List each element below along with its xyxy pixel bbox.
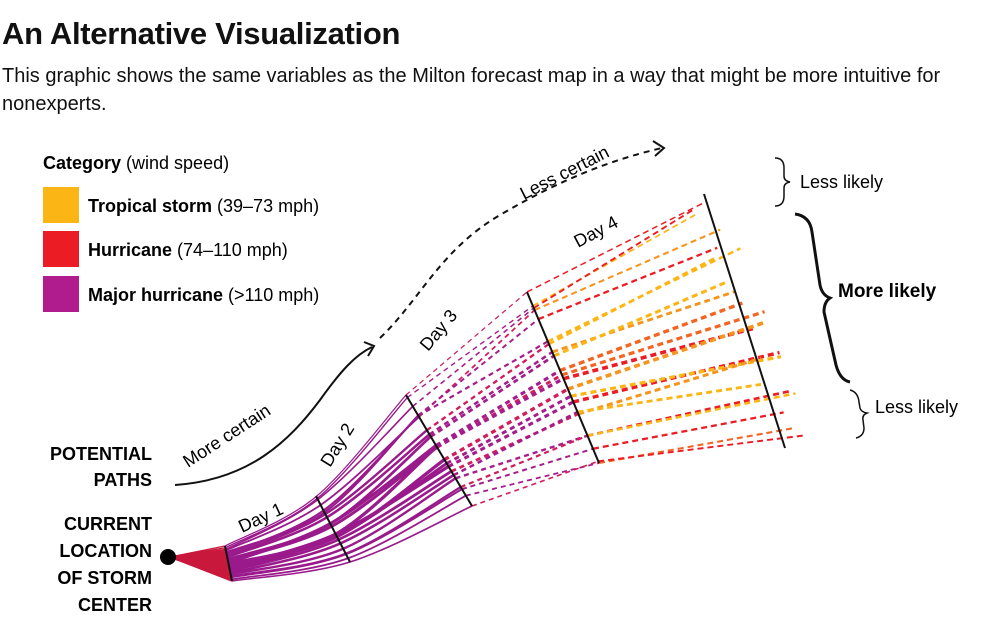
legend-label: Hurricane [88,240,172,260]
current-location-label-line: CENTER [78,595,152,615]
page-subtitle: This graphic shows the same variables as… [2,65,941,115]
left-labels: POTENTIAL PATHS CURRENT LOCATION OF STOR… [50,444,152,615]
more-certain-label: More certain [179,400,274,471]
current-location-label-line: LOCATION [59,541,152,561]
less-likely-bottom-bracket [849,389,870,439]
path-segment-day-4 [405,291,528,396]
potential-paths-label-line: PATHS [94,470,152,490]
path-segment-day-4 [426,343,550,432]
path-segment-day-4 [417,318,540,417]
legend-label: Major hurricane [88,285,223,305]
path-segment-day-5 [553,280,729,358]
page-title: An Alternative Visualization [2,16,401,51]
path-segment-day-5 [567,320,767,391]
legend-range: (>110 mph) [223,285,319,305]
less-likely-top-label: Less likely [800,172,883,192]
path-segment-day-5 [587,392,796,437]
legend-swatch-major-hurricane [43,276,79,312]
path-segment-day-4 [435,377,565,449]
path-segment-day-4 [465,462,600,497]
arrowhead-icon [652,140,666,157]
day-1-line [224,545,233,582]
legend-range: (39–73 mph) [212,196,319,216]
path-segment-day-5 [572,350,780,404]
more-likely-label: More likely [838,281,937,302]
path-segment-day-5 [551,290,736,354]
path-segment-day-4 [430,354,555,438]
path-segment-day-4 [428,350,553,436]
svg-text:Major hurricane (>110 mph): Major hurricane (>110 mph) [88,285,319,305]
svg-text:Category (wind speed): Category (wind speed) [43,153,229,173]
arrowhead-icon [363,341,376,357]
day-2-line [315,495,351,563]
less-likely-bottom-label: Less likely [875,397,958,417]
current-location-label-line: CURRENT [64,514,152,534]
path-segment-day-5 [533,208,694,309]
less-likely-top-bracket [774,157,791,207]
path-segment-day-4 [453,410,579,477]
path-segment-day-5 [548,255,718,346]
path-segment-day-4 [461,447,594,491]
path-segment-day-5 [561,310,766,377]
path-segment-day-4 [407,305,534,398]
storm-center-marker [160,549,176,565]
svg-text:Hurricane (74–110 mph): Hurricane (74–110 mph) [88,240,288,260]
path-segment-day-4 [450,412,579,473]
path-segment-day-4 [435,369,561,447]
less-certain-arrow [379,147,663,339]
day-lines [224,193,786,582]
day-5-line [703,193,786,449]
path-segment-day-5 [537,246,718,321]
path-segment-day-4 [443,387,569,462]
path-segment-day-4 [447,400,574,468]
path-segment-day-5 [563,326,754,381]
path-segment-day-4 [471,460,599,507]
path-segment-day-5 [547,247,741,343]
current-location-label-line: OF STORM [57,568,152,588]
path-segment-day-5 [534,228,721,312]
less-certain-label: Less certain [517,142,613,204]
path-segment-day-5 [587,389,790,437]
path-segment-day-5 [526,200,707,293]
day-4-line [526,291,600,464]
legend-swatch-hurricane [43,231,79,267]
path-segment-day-4 [460,434,588,489]
day-3-line [405,394,473,507]
path-segment-days-2-3 [231,505,473,582]
path-segment-day-5 [532,214,696,307]
legend-heading: Category [43,153,121,173]
legend-heading-note: (wind speed) [121,153,229,173]
path-segment-day-4 [412,307,535,407]
legend-range: (74–110 mph) [172,240,288,260]
day-4-label: Day 4 [570,212,621,252]
more-likely-bracket [794,212,851,384]
path-segment-day-4 [417,340,549,417]
path-segment-day-5 [592,411,784,450]
path-segment-day-5 [577,383,762,414]
legend-label: Tropical storm [88,196,212,216]
day-3-label: Day 3 [416,306,462,355]
path-segment-day-5 [559,301,743,373]
legend-swatch-tropical-storm [43,187,79,223]
svg-text:Tropical storm (39–73 mph): Tropical storm (39–73 mph) [88,196,319,216]
more-certain-arrow [174,346,373,486]
path-segment-day-5 [598,434,807,463]
legend: Category (wind speed) Tropical storm (39… [43,153,319,312]
path-segment-day-4 [445,394,572,465]
potential-paths-label-line: POTENTIAL [50,444,152,464]
